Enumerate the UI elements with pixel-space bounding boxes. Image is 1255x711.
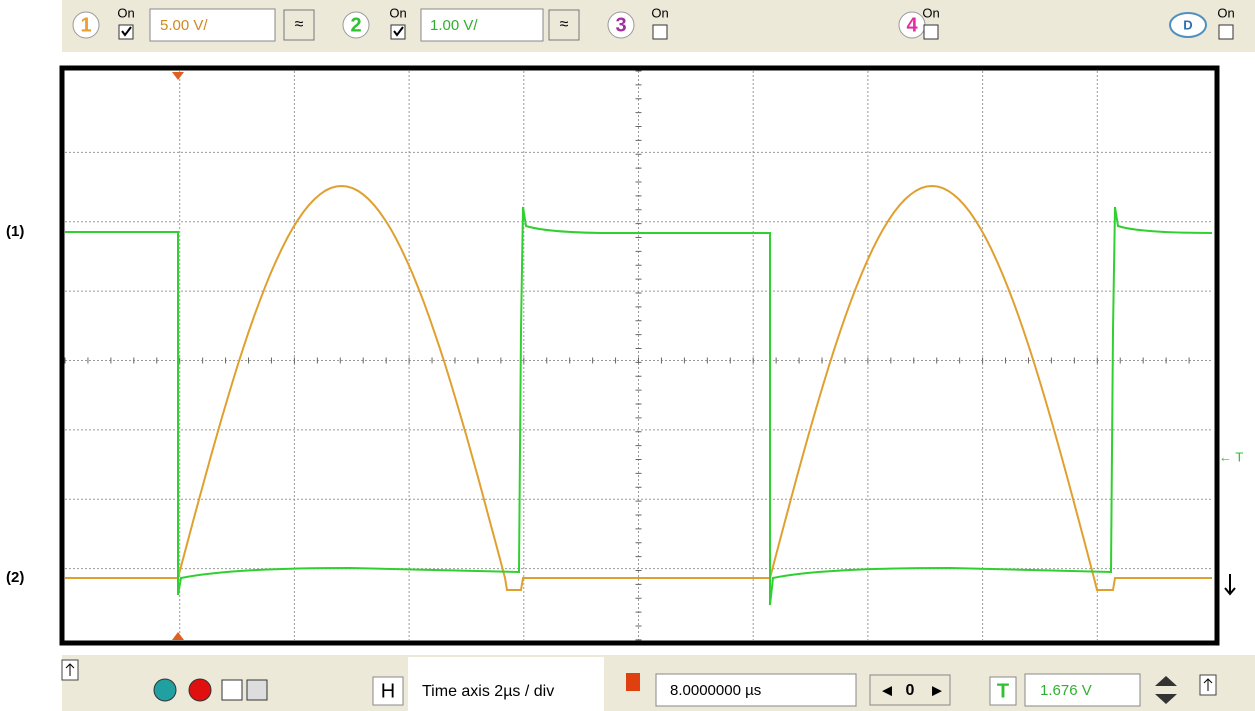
scale-value: 5.00 V/ — [160, 17, 208, 34]
grid — [64, 70, 1212, 641]
arrow-icon — [65, 663, 75, 676]
scale-value: 1.00 V/ — [430, 17, 478, 34]
trace-channel-1 — [65, 184, 1212, 591]
coupling-button[interactable] — [283, 9, 315, 41]
on-label: On — [117, 5, 134, 20]
timebase-label-box — [408, 657, 604, 711]
timebase-label: Time axis 2µs / div — [422, 683, 554, 700]
print-button[interactable] — [246, 679, 268, 701]
level-value: 1.676 V — [1040, 682, 1092, 699]
stop-button[interactable] — [188, 678, 212, 702]
channel-number: 3 — [615, 14, 626, 36]
trace-label: (2) — [6, 569, 24, 586]
arrow-icon — [1203, 678, 1213, 691]
scale-box[interactable] — [420, 8, 544, 42]
on-label: On — [922, 5, 939, 20]
on-label: On — [389, 5, 406, 20]
scope-screen — [59, 65, 1220, 646]
left-arrow: ◀ — [882, 682, 892, 697]
t-box[interactable] — [989, 676, 1017, 706]
channel-icon[interactable] — [72, 11, 100, 39]
ground-marker — [1224, 574, 1236, 596]
channel-number: 4 — [906, 14, 918, 36]
trigger-level-label: ← T — [1219, 449, 1243, 464]
on-label: On — [1217, 5, 1234, 20]
channel-icon[interactable] — [1169, 12, 1207, 38]
coupling-icon: ≈ — [560, 16, 569, 33]
right-arrow: ▶ — [932, 682, 942, 697]
position-control[interactable] — [869, 674, 951, 706]
run-button[interactable] — [153, 678, 177, 702]
delay-icon[interactable] — [626, 673, 640, 691]
level-spinner[interactable] — [1155, 676, 1177, 704]
h-box[interactable] — [372, 676, 404, 706]
coupling-button[interactable] — [548, 9, 580, 41]
position-value: 0 — [906, 682, 915, 699]
delay-box[interactable] — [655, 673, 857, 707]
h-label: H — [381, 680, 395, 702]
trigger-marker — [172, 72, 184, 80]
checkbox[interactable] — [1218, 24, 1234, 40]
channel-icon[interactable] — [607, 11, 635, 39]
level-box[interactable] — [1024, 673, 1141, 707]
coupling-icon: ≈ — [295, 16, 304, 33]
t-label: T — [997, 680, 1009, 702]
checkbox[interactable] — [652, 24, 668, 40]
delay-value: 8.0000000 µs — [670, 682, 761, 699]
traces — [65, 184, 1213, 606]
trigger-marker — [172, 632, 184, 640]
channel-number: 1 — [80, 14, 91, 36]
channel-icon[interactable] — [342, 11, 370, 39]
checkbox[interactable] — [923, 24, 939, 40]
check — [393, 26, 404, 37]
on-label: On — [651, 5, 668, 20]
check — [121, 26, 132, 37]
scale-box[interactable] — [149, 8, 276, 42]
trace-channel-2 — [65, 206, 1213, 606]
channel-number: D — [1183, 17, 1192, 32]
channel-number: 2 — [350, 14, 361, 36]
trace-label: (1) — [6, 223, 24, 240]
save-button[interactable] — [221, 679, 243, 701]
